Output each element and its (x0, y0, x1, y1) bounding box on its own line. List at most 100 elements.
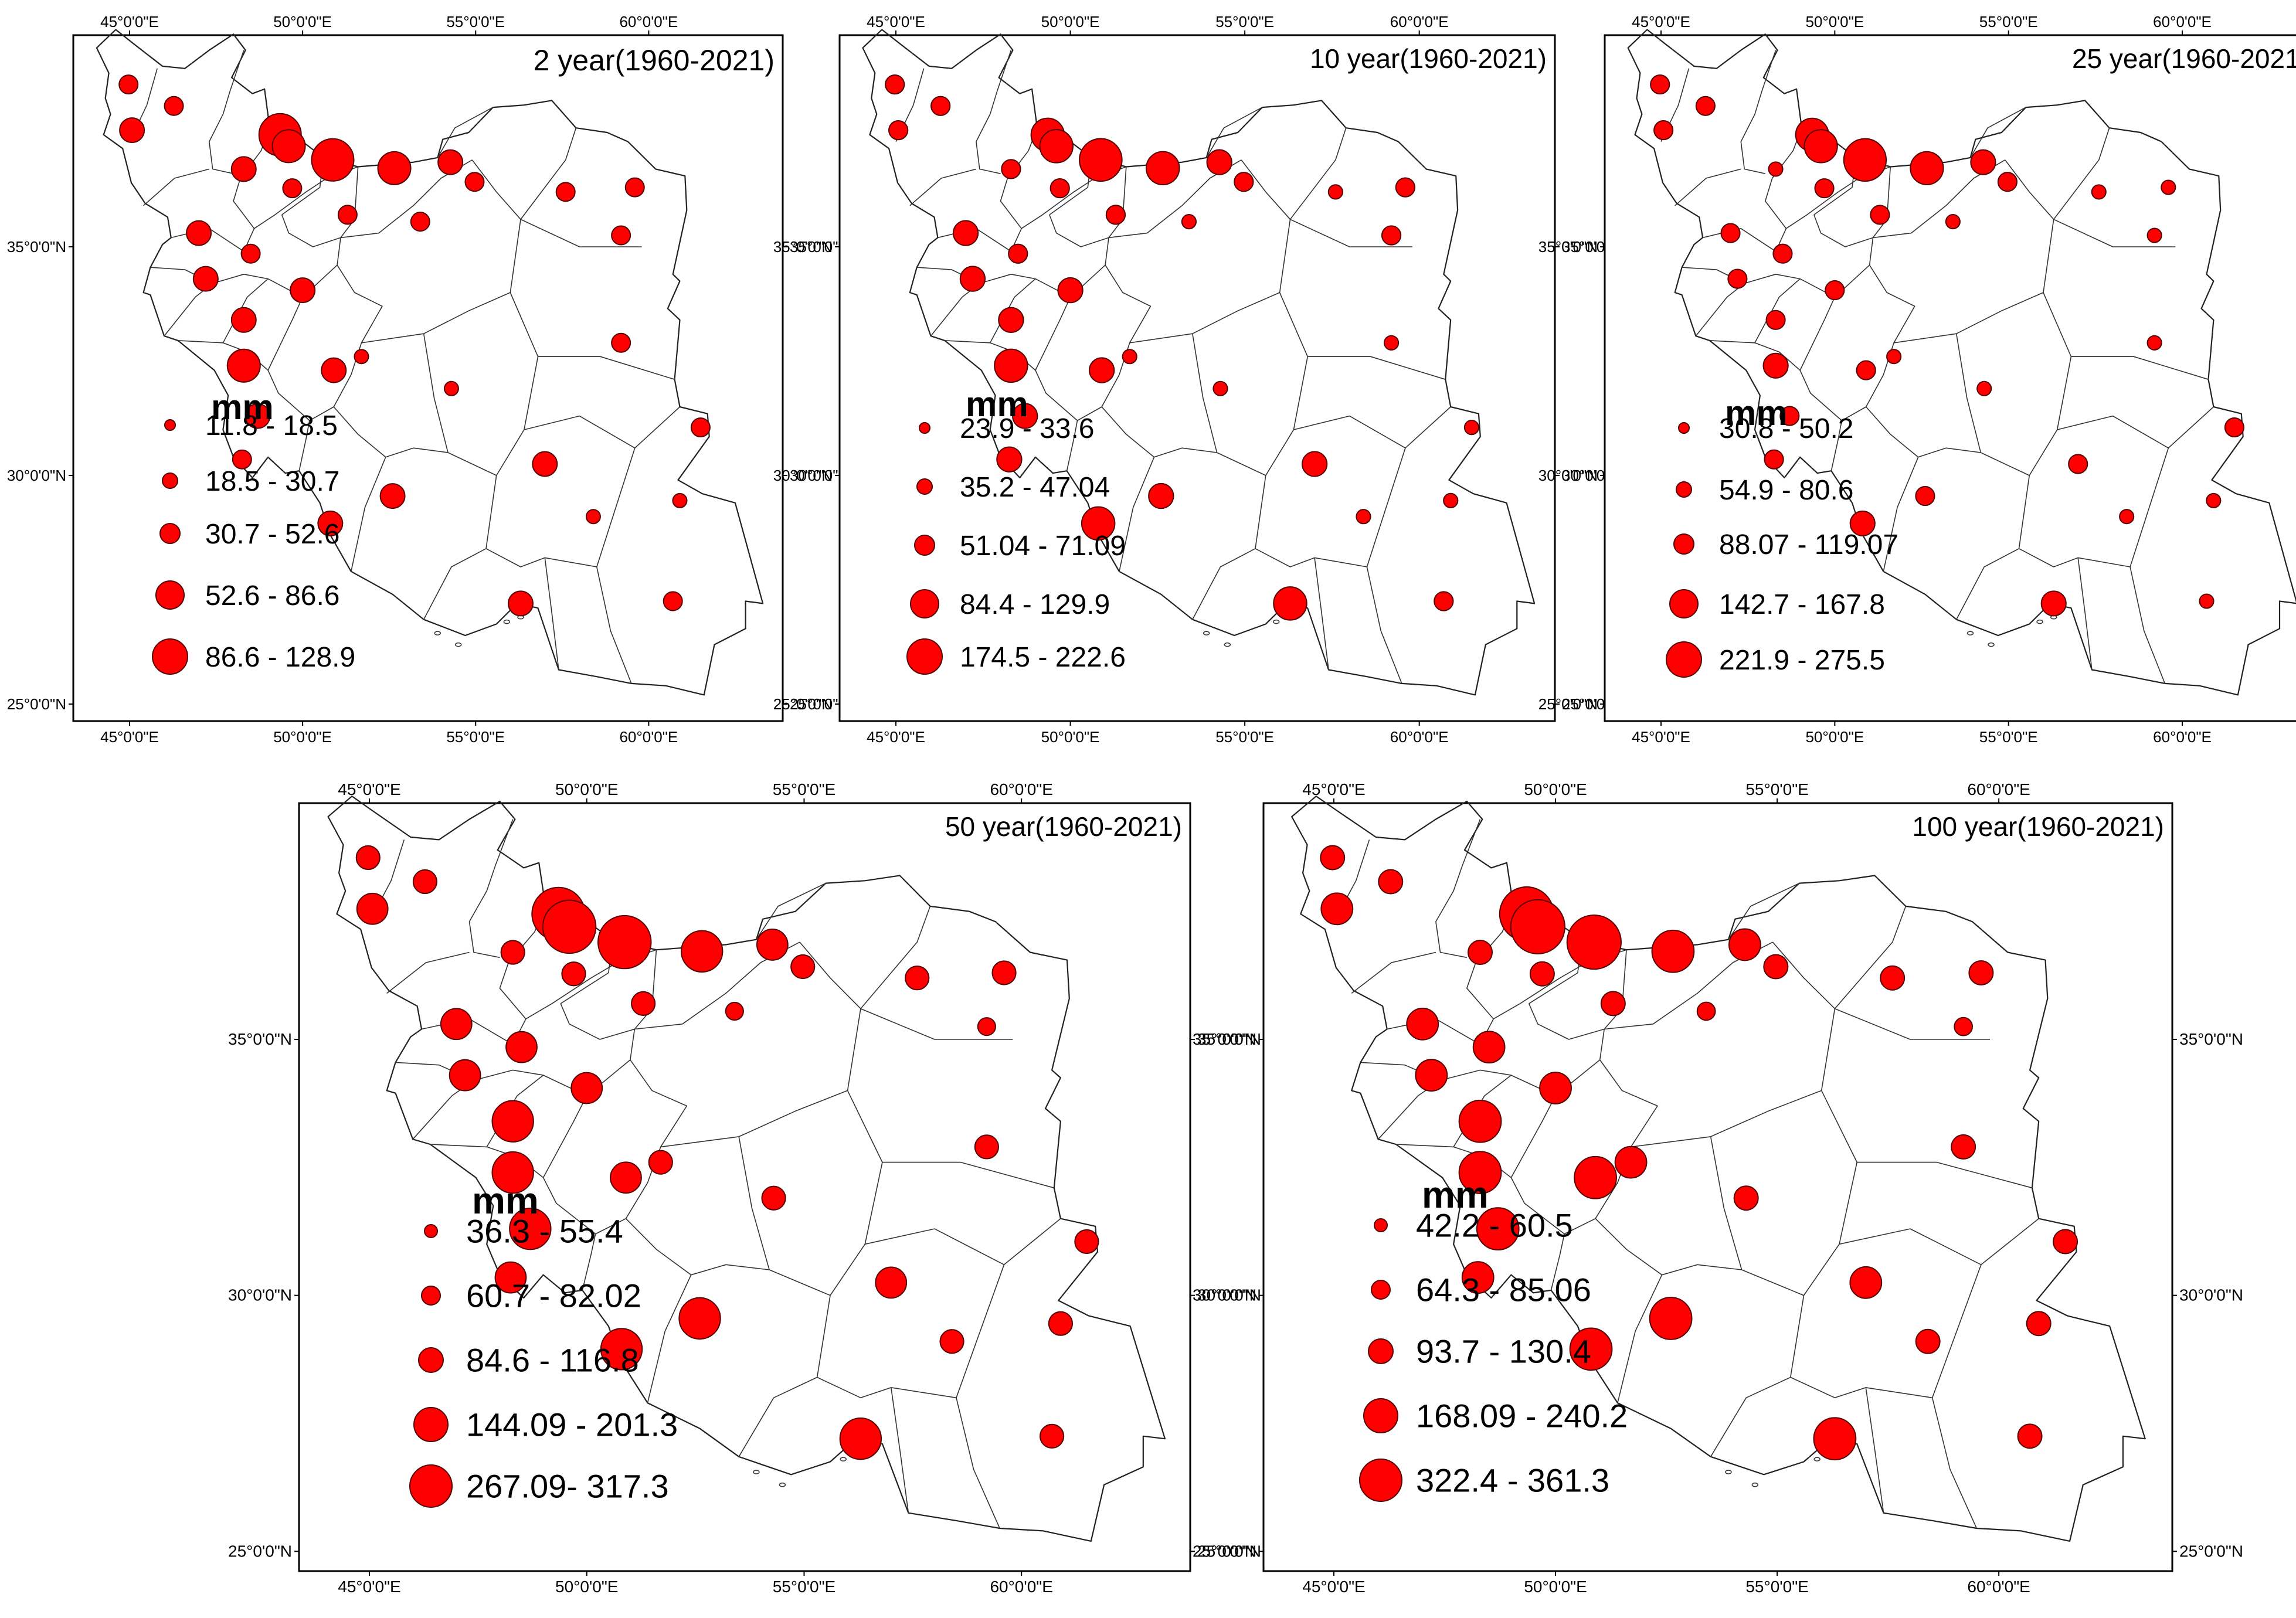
station-marker (118, 74, 139, 95)
legend-symbol (916, 478, 933, 495)
province-boundary (395, 1029, 636, 1096)
lon-tick-top: 55°0'0"E (446, 13, 505, 30)
province-boundary (756, 882, 826, 940)
legend-label: 52.6 - 86.6 (205, 580, 340, 611)
panel-title: 50 year(1960-2021) (945, 811, 1182, 842)
legend-symbol (919, 422, 930, 434)
legend-symbol (1371, 1280, 1391, 1300)
station-marker (186, 220, 212, 246)
station-marker (611, 332, 631, 353)
station-marker (1539, 1072, 1572, 1104)
lat-tick-left: 25°0'0"N (773, 695, 833, 713)
panel-title: 2 year(1960-2021) (534, 44, 775, 77)
station-marker (790, 954, 816, 980)
station-marker (1614, 1145, 1648, 1179)
map-panel-100-year: 45°0'0"E 45°0'0"E 50°0'0"E 50°0'0"E 55°0'0"E… (1158, 774, 2272, 1618)
lon-tick-top: 60°0'0"E (2153, 13, 2212, 30)
lon-tick-bottom: 55°0'0"E (1745, 1578, 1808, 1596)
province-boundary (1799, 264, 1915, 422)
legend-unit-label: mm (1422, 1174, 1489, 1216)
province-boundary (1366, 566, 1402, 684)
lon-tick-bottom: 45°0'0"E (338, 1578, 400, 1596)
station-marker (1849, 1266, 1883, 1299)
station-marker (1088, 357, 1115, 383)
province-boundary (1675, 168, 1741, 206)
station-marker (570, 1072, 603, 1104)
province-boundary (1728, 882, 1800, 940)
station-marker (875, 1266, 908, 1299)
station-marker (2091, 184, 2107, 200)
map-svg: 45°0'0"E 45°0'0"E 50°0'0"E 50°0'0"E 55°0'0"E… (773, 13, 1621, 746)
province-boundary (916, 237, 1109, 298)
station-marker (1049, 178, 1070, 199)
legend-symbol (1678, 422, 1690, 434)
province-boundary (882, 1161, 1055, 1189)
legend-symbol (155, 580, 185, 610)
station-marker (1461, 1261, 1495, 1294)
station-marker (1383, 335, 1400, 351)
province-boundary (1314, 558, 1329, 670)
lat-tick-left: 35°0'0"N (1193, 1030, 1256, 1048)
legend-unit-label: mm (472, 1179, 539, 1222)
station-marker (232, 449, 252, 470)
legend-label: 64.3 - 85.06 (1416, 1272, 1591, 1308)
lon-tick-top: 45°0'0"E (867, 13, 925, 30)
station-marker (1081, 506, 1116, 541)
station-marker (1915, 1328, 1941, 1354)
lon-tick-bottom: 45°0'0"E (100, 728, 159, 746)
province-boundary (1192, 475, 1266, 620)
station-marker (1695, 96, 1716, 116)
station-marker (681, 930, 724, 973)
station-marker (1234, 172, 1254, 192)
province-boundary (143, 168, 210, 206)
station-marker (756, 929, 789, 961)
lon-tick-top: 50°0'0"E (1805, 13, 1864, 30)
station-marker (1727, 268, 1748, 289)
province-boundary (909, 168, 977, 206)
station-marker (440, 1008, 473, 1041)
legend-symbol (914, 535, 935, 556)
panel-title: 10 year(1960-2021) (1310, 43, 1547, 74)
station-marker (2146, 227, 2162, 243)
station-marker (555, 182, 576, 202)
province-boundary (1360, 1029, 1605, 1096)
legend-symbol (1666, 641, 1702, 678)
station-marker (240, 243, 261, 264)
station-marker (1764, 449, 1784, 470)
station-marker (1649, 1297, 1693, 1340)
island (1966, 631, 1974, 635)
station-marker (2053, 1229, 2078, 1255)
station-marker (1356, 509, 1371, 525)
station-marker (725, 1001, 744, 1021)
station-marker (611, 225, 631, 246)
station-marker (1566, 914, 1622, 970)
station-marker (437, 149, 464, 175)
station-marker (509, 1207, 552, 1250)
island (1751, 1483, 1759, 1487)
province-boundary (1710, 1090, 1857, 1296)
station-marker (1951, 1134, 1976, 1160)
station-marker (1039, 1423, 1065, 1449)
province-boundary (385, 447, 449, 458)
lat-tick-left: 30°0'0"N (228, 1286, 292, 1304)
station-marker (1728, 928, 1761, 961)
lon-tick-top: 45°0'0"E (1632, 13, 1690, 30)
station-marker (2161, 179, 2176, 195)
station-marker (561, 961, 586, 987)
province-boundary (1154, 447, 1217, 458)
island (454, 642, 462, 647)
station-marker (1779, 406, 1800, 426)
station-marker (1765, 310, 1786, 330)
legend-label: 84.4 - 129.9 (960, 589, 1110, 620)
station-marker (1569, 1327, 1613, 1371)
island (1813, 1457, 1821, 1461)
panel-title: 25 year(1960-2021) (2072, 43, 2296, 74)
lon-tick-bottom: 45°0'0"E (1302, 1578, 1365, 1596)
station-marker (839, 1418, 882, 1460)
legend-label: 60.7 - 82.02 (466, 1277, 641, 1314)
legend-label: 93.7 - 130.4 (1416, 1333, 1591, 1370)
legend-symbol (1374, 1218, 1388, 1232)
station-marker (1458, 1151, 1502, 1194)
legend-label: 18.5 - 30.7 (205, 466, 340, 497)
station-marker (282, 178, 303, 199)
